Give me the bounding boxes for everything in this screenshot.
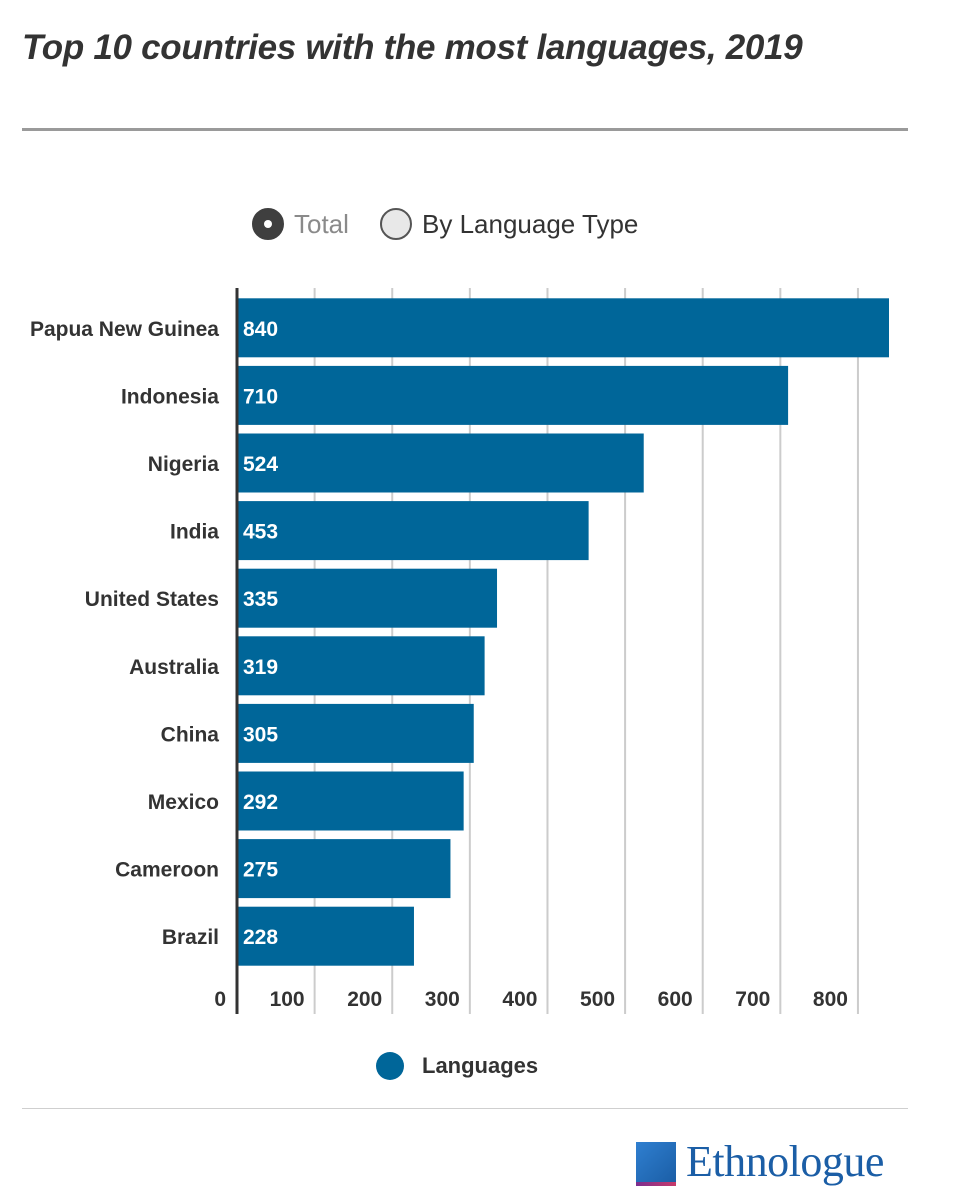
tick-label: 0 xyxy=(214,988,226,1011)
bar xyxy=(237,703,474,763)
footer-divider xyxy=(22,1108,908,1109)
category-label: India xyxy=(170,521,219,544)
category-label: Australia xyxy=(129,656,219,679)
data-label: 319 xyxy=(243,656,278,679)
tick-label: 400 xyxy=(502,988,537,1011)
logo-text: Ethnologue xyxy=(686,1137,884,1186)
bar xyxy=(237,365,789,425)
bar xyxy=(237,298,889,358)
category-label: Cameroon xyxy=(115,859,219,882)
chart-title: Top 10 countries with the most languages… xyxy=(22,28,803,67)
category-label: Mexico xyxy=(148,791,219,814)
tick-label: 700 xyxy=(735,988,770,1011)
legend-swatch-icon xyxy=(376,1052,404,1080)
data-label: 335 xyxy=(243,588,278,611)
category-label: United States xyxy=(85,588,219,611)
bar xyxy=(237,771,464,831)
data-label: 453 xyxy=(243,521,278,544)
bar xyxy=(237,433,644,493)
ethnologue-logo: Ethnologue xyxy=(636,1136,884,1187)
data-label: 275 xyxy=(243,859,278,882)
category-label: China xyxy=(161,723,220,746)
data-label: 292 xyxy=(243,791,278,814)
tick-label: 600 xyxy=(658,988,693,1011)
data-label: 305 xyxy=(243,723,278,746)
toggle-by-language-type[interactable]: By Language Type xyxy=(380,204,638,244)
toggle-total-label: Total xyxy=(294,208,349,239)
legend[interactable]: Languages xyxy=(376,1052,538,1080)
title-divider xyxy=(22,128,908,131)
category-label: Brazil xyxy=(162,926,219,949)
category-label: Indonesia xyxy=(121,385,219,408)
category-label: Papua New Guinea xyxy=(30,318,219,341)
bar xyxy=(237,501,589,561)
bar xyxy=(237,906,414,966)
radio-selected-icon[interactable] xyxy=(252,208,284,240)
tick-label: 100 xyxy=(270,988,305,1011)
tick-label: 800 xyxy=(813,988,848,1011)
bar xyxy=(237,636,485,696)
data-label: 710 xyxy=(243,385,278,408)
bar xyxy=(237,839,451,899)
toggle-by-language-type-label: By Language Type xyxy=(422,208,639,239)
bar-chart: Papua New Guinea 840 Indonesia 710 Nigeria 52… xyxy=(30,288,889,1014)
radio-unselected-icon[interactable] xyxy=(380,208,412,240)
legend-label: Languages xyxy=(422,1053,539,1078)
data-label: 840 xyxy=(243,318,278,341)
toggle-total[interactable]: Total xyxy=(252,204,349,244)
data-label: 524 xyxy=(243,453,278,476)
bar xyxy=(237,568,498,628)
logo-square-icon xyxy=(636,1141,676,1186)
tick-label: 200 xyxy=(347,988,382,1011)
tick-label: 500 xyxy=(580,988,615,1011)
category-label: Nigeria xyxy=(148,453,220,476)
data-label: 228 xyxy=(243,926,278,949)
tick-label: 300 xyxy=(425,988,460,1011)
